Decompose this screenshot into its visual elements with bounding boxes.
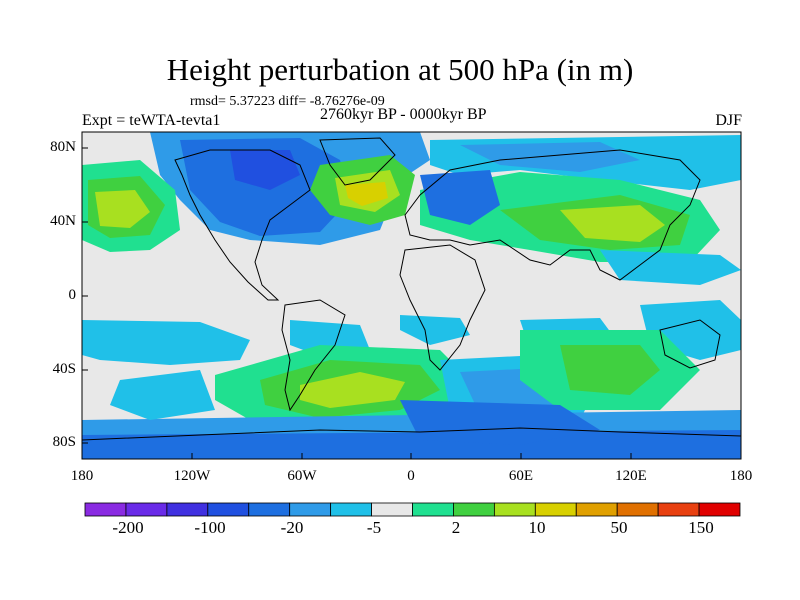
colorbar-swatch [289, 502, 332, 517]
lat-label-0: 0 [68, 287, 77, 303]
colorbar-swatch [657, 502, 700, 517]
colorbar-swatch [698, 502, 741, 517]
colorbar-swatch [330, 502, 372, 517]
colorbar-swatch [84, 502, 127, 517]
contour-region [82, 320, 250, 365]
contour-fill-layer [82, 132, 741, 459]
lat-label-40s: 40S [52, 361, 76, 377]
contour-region [95, 190, 150, 228]
coastline-north-america [174, 149, 311, 301]
colorbar-swatch [534, 502, 577, 517]
lon-label-180e: 180 [729, 468, 753, 484]
colorbar [84, 502, 741, 517]
colorbar-label: 150 [688, 518, 714, 537]
colorbar-label: 10 [528, 518, 546, 537]
colorbar-swatch [166, 502, 209, 517]
lon-label-120e: 120E [615, 468, 647, 484]
colorbar-label: -100 [194, 518, 226, 537]
coastline-antarctica [82, 427, 741, 441]
colorbar-swatch [371, 502, 413, 517]
colorbar-label: 2 [451, 518, 461, 537]
contour-region [230, 150, 300, 190]
plot-title: Height perturbation at 500 hPa (in m) [166, 52, 634, 87]
lon-label-180w: 180 [70, 468, 94, 484]
lon-label-60e: 60E [508, 468, 534, 484]
lon-label-60w: 60W [287, 468, 317, 484]
contour-region [110, 370, 215, 420]
colorbar-swatch [616, 502, 659, 517]
season-label: DJF [715, 112, 742, 129]
stats-text: rmsd= 5.37223 diff= -8.76276e-09 [190, 94, 385, 109]
coastline-layer [82, 137, 741, 441]
colorbar-swatch [125, 502, 168, 517]
coastline-africa [399, 244, 486, 371]
contour-region [82, 430, 741, 459]
coastline-australia [659, 319, 721, 369]
lat-label-40n: 40N [50, 213, 76, 229]
coastline-europe-asia [404, 149, 701, 281]
colorbar-label: -20 [280, 518, 304, 537]
colorbar-swatch [207, 502, 250, 517]
colorbar-swatch [493, 502, 536, 517]
colorbar-swatch [248, 502, 291, 517]
colorbar-swatch [453, 502, 495, 517]
experiment-label: Expt = teWTA-tevta1 [82, 112, 221, 129]
contour-region [460, 142, 640, 172]
colorbar-swatch [412, 502, 454, 517]
colorbar-swatch [575, 502, 618, 517]
colorbar-label: -200 [112, 518, 144, 537]
lon-label-0: 0 [407, 468, 415, 484]
contour-region [400, 400, 600, 445]
lon-label-120w: 120W [173, 468, 211, 484]
coastline-south-america [281, 299, 346, 412]
period-label: 2760kyr BP - 0000kyr BP [320, 106, 487, 123]
lat-label-80s: 80S [52, 434, 76, 450]
lat-label-80n: 80N [50, 139, 76, 155]
contour-region [420, 170, 500, 225]
contour-region [345, 182, 388, 206]
contour-region [560, 205, 665, 242]
contour-region [600, 250, 741, 285]
colorbar-label: 50 [610, 518, 628, 537]
lon-ticks [81, 453, 742, 459]
contour-region [400, 315, 470, 345]
contour-region [300, 372, 405, 408]
contour-region [560, 345, 660, 395]
colorbar-label: -5 [366, 518, 382, 537]
lat-ticks [82, 147, 88, 444]
coastline-greenland [319, 137, 396, 186]
